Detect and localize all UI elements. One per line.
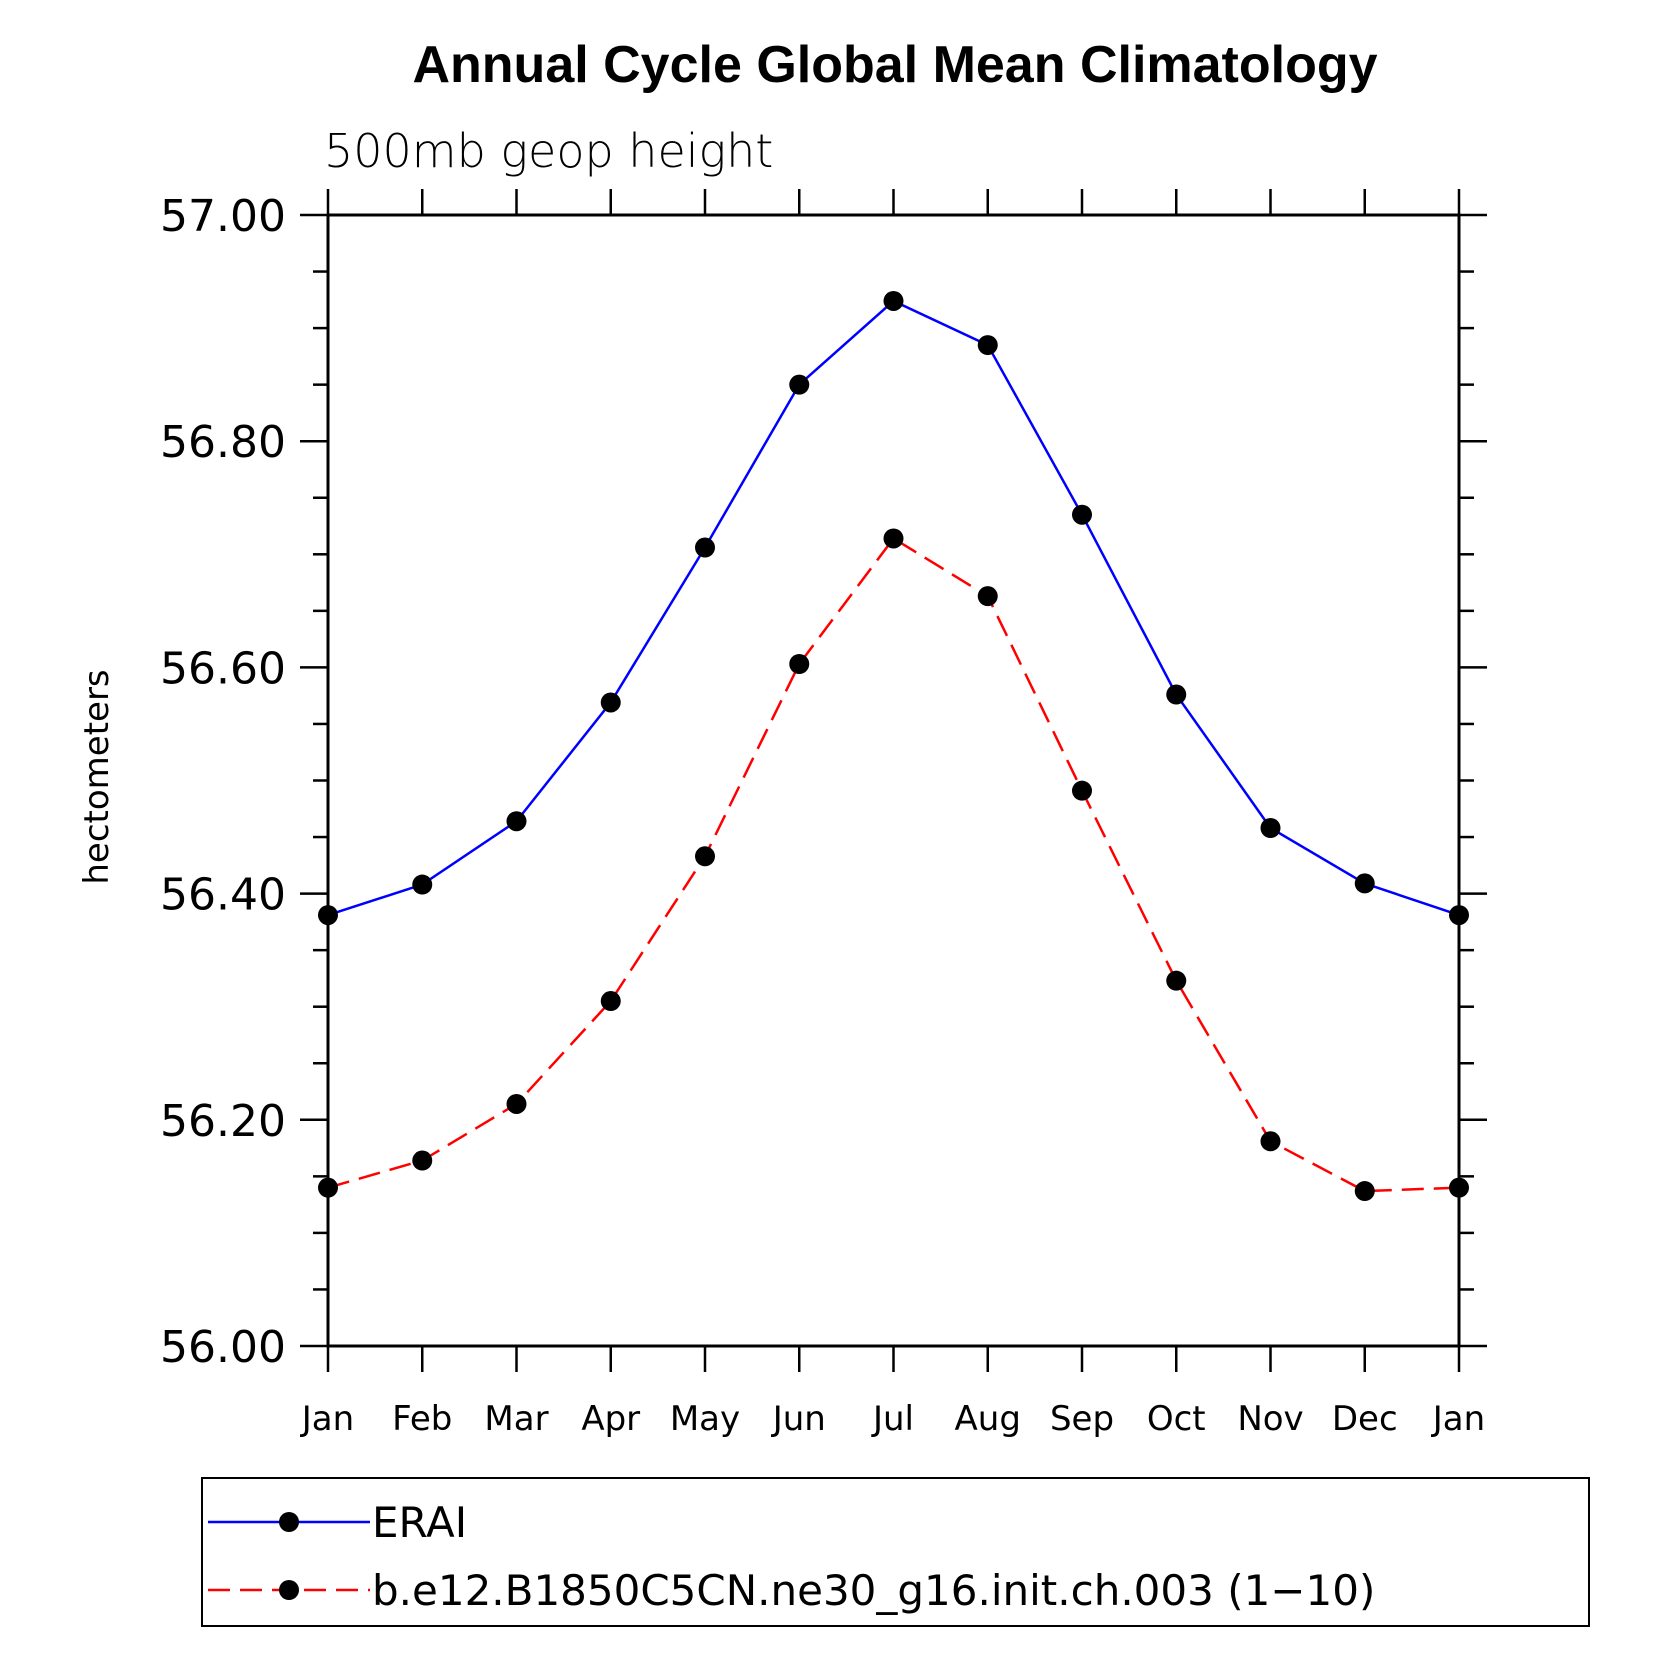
x-tick-label: Jan (1431, 1399, 1485, 1439)
data-point-0 (977, 335, 998, 356)
x-tick-label: Jul (871, 1399, 914, 1439)
x-tick-label: Apr (581, 1399, 640, 1439)
data-point-1 (977, 586, 998, 607)
legend-marker-0 (279, 1512, 299, 1532)
data-point-0 (412, 874, 433, 895)
legend-marker-1 (279, 1580, 299, 1600)
y-tick-label: 57.00 (160, 191, 286, 242)
data-point-0 (600, 692, 621, 713)
x-tick-label: Feb (392, 1399, 452, 1439)
y-tick-label: 56.40 (160, 870, 286, 921)
series-line-1 (327, 536, 1460, 1193)
y-axis-label: hectometers (77, 669, 117, 884)
data-point-1 (600, 991, 621, 1012)
axes-layer: 56.00 56.20 56.40 56.60 56.80 57.00 Jan Feb Mar A… (160, 189, 1487, 1439)
x-tick-label: Jun (771, 1399, 826, 1439)
legend: ERAI b.e12.B1850C5CN.ne30_g16.init.ch.003… (201, 1477, 1590, 1627)
series-layer (318, 290, 1469, 1202)
data-point-1 (883, 528, 904, 549)
chart-subtitle: 500mb geop height (324, 124, 773, 178)
data-point-1 (1354, 1181, 1375, 1202)
data-point-0 (1072, 504, 1092, 525)
data-point-1 (1449, 1177, 1469, 1198)
y-tick-label: 56.60 (160, 643, 286, 694)
data-point-1 (789, 654, 810, 675)
x-tick-label: Oct (1147, 1399, 1206, 1439)
data-point-0 (1354, 873, 1375, 894)
data-point-1 (412, 1150, 433, 1171)
data-point-0 (1449, 905, 1469, 926)
legend-label-0: ERAI (372, 1498, 467, 1547)
data-point-0 (789, 374, 810, 395)
data-point-0 (1260, 818, 1281, 839)
x-tick-label: Nov (1237, 1399, 1303, 1439)
data-point-0 (318, 905, 338, 926)
series-line-0 (327, 299, 1460, 917)
data-point-0 (506, 811, 527, 832)
x-tick-label: May (670, 1399, 740, 1439)
data-point-0 (1166, 684, 1187, 705)
x-tick-label: Jan (300, 1399, 354, 1439)
x-tick-label: Sep (1050, 1399, 1114, 1439)
data-point-1 (695, 846, 715, 867)
data-point-1 (1260, 1131, 1281, 1152)
y-tick-label: 56.00 (160, 1322, 286, 1373)
x-tick-label: Aug (955, 1399, 1021, 1439)
chart-title: Annual Cycle Global Mean Climatology (412, 36, 1377, 94)
y-tick-label: 56.80 (160, 417, 286, 468)
data-point-0 (883, 290, 904, 311)
data-point-1 (318, 1177, 338, 1198)
data-point-0 (695, 537, 715, 558)
legend-box (201, 1477, 1590, 1627)
data-point-1 (1166, 970, 1187, 991)
legend-label-1: b.e12.B1850C5CN.ne30_g16.init.ch.003 (1−… (372, 1566, 1375, 1615)
data-point-1 (1072, 780, 1092, 801)
y-tick-label: 56.20 (160, 1096, 286, 1147)
x-tick-label: Dec (1332, 1399, 1398, 1439)
x-tick-label: Mar (484, 1399, 548, 1439)
plot-frame (326, 213, 1461, 1348)
data-point-1 (506, 1093, 527, 1114)
